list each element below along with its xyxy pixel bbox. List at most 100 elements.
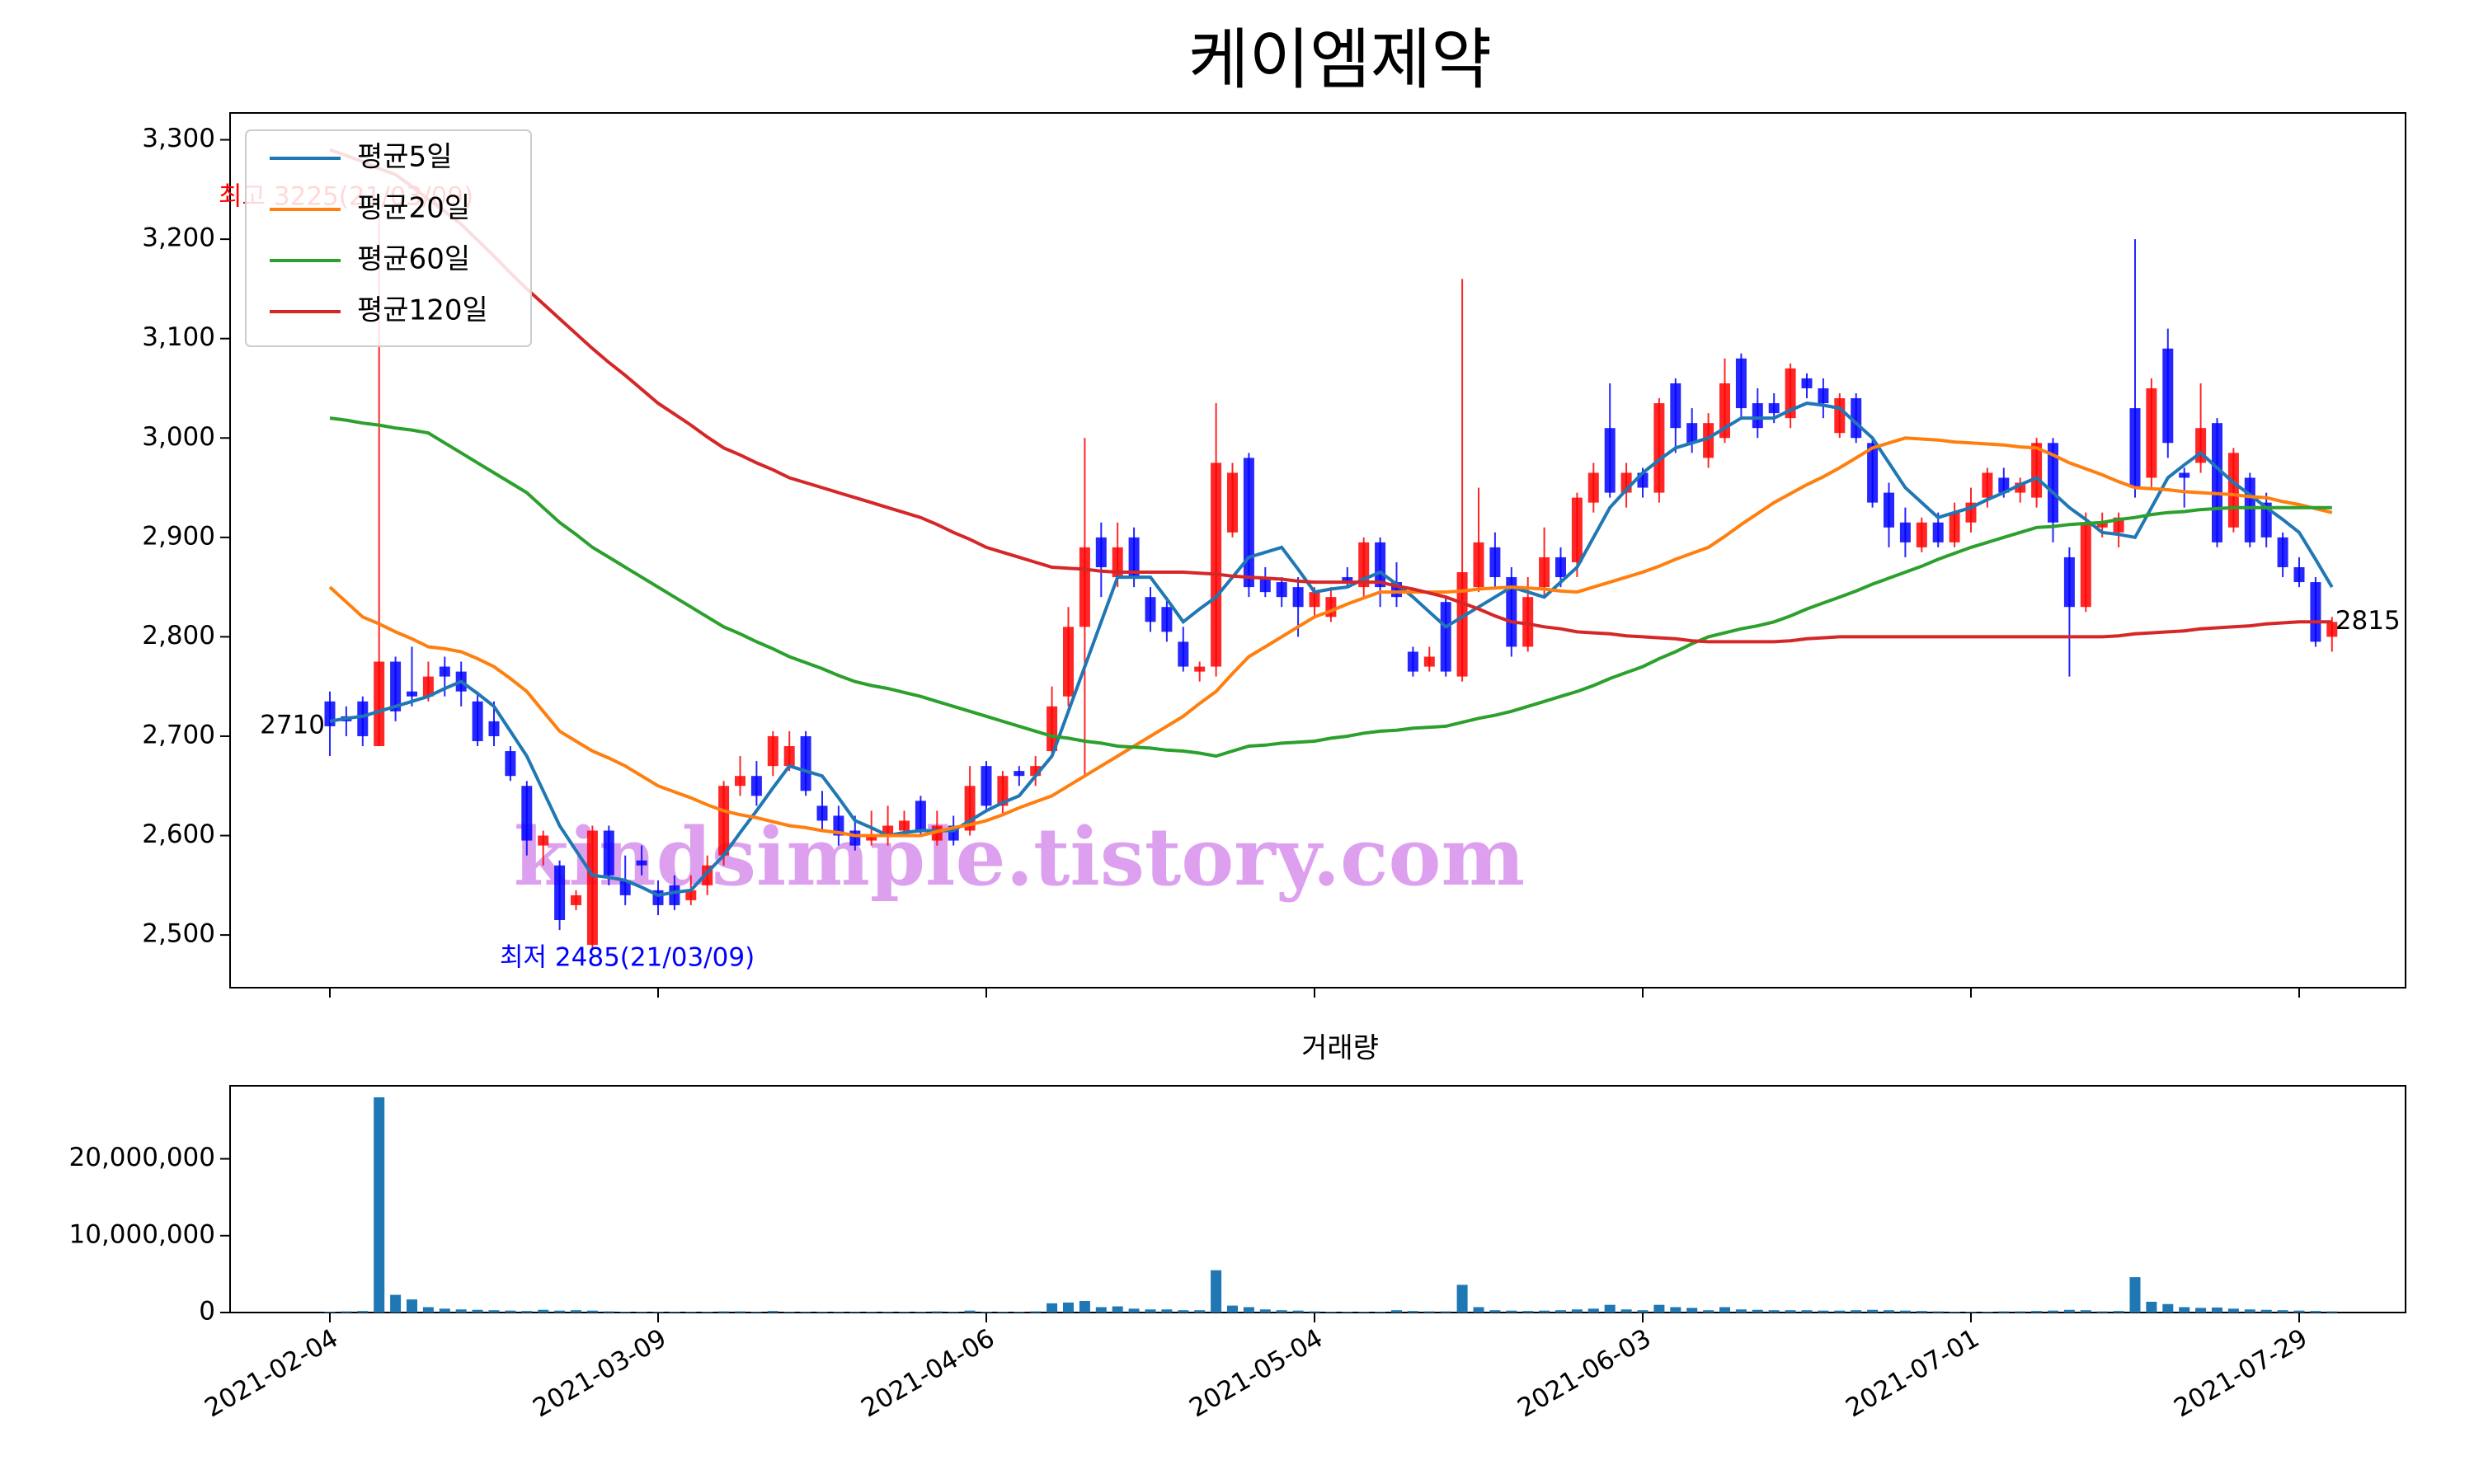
volume-bar: [1227, 1305, 1238, 1313]
candle-body: [783, 746, 795, 767]
candle-body: [1194, 666, 1206, 672]
volume-bar: [407, 1299, 417, 1313]
candle-body: [2310, 582, 2321, 642]
volume-bar: [1276, 1310, 1287, 1313]
volume-bar: [1489, 1310, 1501, 1313]
volume-bar: [1785, 1310, 1796, 1313]
candle-body: [669, 885, 680, 905]
volume-bar: [1768, 1310, 1780, 1313]
volume-bar: [488, 1310, 500, 1313]
candle-body: [1178, 641, 1189, 667]
candle-body: [685, 890, 697, 900]
volume-bar: [2031, 1311, 2043, 1313]
y-tick-label: 0: [199, 1297, 215, 1327]
legend-label: 평균120일: [357, 294, 488, 327]
candle-body: [619, 880, 631, 895]
volume-bar: [1899, 1310, 1911, 1313]
candle-body: [2244, 477, 2255, 542]
volume-bar: [783, 1312, 795, 1313]
volume-bar: [1834, 1310, 1846, 1313]
y-tick-label: 3,200: [142, 223, 215, 253]
candle-body: [1785, 368, 1796, 419]
volume-bar: [603, 1311, 614, 1313]
candle-body: [2277, 537, 2288, 567]
volume-bar: [1851, 1310, 1862, 1313]
volume-bar: [357, 1311, 369, 1313]
volume-bar: [1063, 1302, 1074, 1313]
candle-body: [439, 666, 450, 677]
volume-bar: [1539, 1310, 1550, 1313]
volume-bar: [2179, 1307, 2190, 1313]
volume-bar: [1653, 1304, 1665, 1313]
volume-bar: [1194, 1310, 1206, 1313]
volume-bar: [964, 1310, 976, 1313]
volume-bar: [374, 1097, 385, 1313]
candle-body: [1014, 771, 1025, 777]
volume-bar: [636, 1312, 647, 1313]
candle-body: [750, 776, 762, 796]
volume-bar: [2195, 1308, 2207, 1313]
volume-bar: [735, 1311, 745, 1313]
subplot-title: 거래량: [1301, 1032, 1379, 1065]
candle-body: [1851, 398, 1862, 439]
volume-bar: [1932, 1311, 1944, 1313]
volume-bar: [1604, 1304, 1616, 1313]
candle-body: [1292, 587, 1304, 608]
candle-body: [2179, 472, 2190, 478]
volume-bar: [1178, 1310, 1189, 1313]
candle-body: [2212, 423, 2222, 542]
volume-bar: [1047, 1303, 1058, 1313]
volume-bar: [1506, 1310, 1517, 1313]
candle-body: [2129, 408, 2141, 488]
ma-line: [328, 436, 2333, 838]
watermark: kindsimple.tistory.com: [514, 810, 1525, 904]
volume-bar: [1686, 1308, 1698, 1313]
candle-body: [1604, 428, 1616, 493]
candle-body: [866, 835, 877, 841]
y-tick-label: 3,300: [142, 124, 215, 153]
y-tick-label: 2,800: [142, 621, 215, 650]
candle-body: [1522, 597, 1534, 647]
volume-bar: [948, 1312, 959, 1313]
candle-body: [603, 830, 614, 876]
volume-bar: [1867, 1309, 1879, 1313]
volume-bar: [521, 1311, 533, 1313]
volume-bar: [1440, 1311, 1451, 1313]
y-tick-label: 20,000,000: [69, 1143, 216, 1172]
volume-bar: [1358, 1312, 1370, 1313]
volume-bar: [1949, 1312, 1960, 1313]
candle-body: [357, 701, 369, 736]
candle-body: [390, 661, 402, 711]
volume-bar: [2080, 1310, 2091, 1313]
volume-bar: [1145, 1309, 1156, 1313]
candle-body: [2162, 348, 2174, 444]
volume-bar: [2015, 1311, 2026, 1313]
volume-bar: [472, 1309, 483, 1313]
legend-label: 평균60일: [357, 243, 470, 276]
volume-bar: [2146, 1301, 2157, 1313]
candle-body: [1407, 651, 1418, 672]
volume-bar: [652, 1312, 664, 1313]
volume-bar: [1030, 1311, 1042, 1313]
volume-bar: [586, 1310, 598, 1313]
candle-body: [1112, 547, 1123, 578]
candle-body: [1539, 556, 1550, 588]
legend-box: [245, 129, 532, 347]
volume-bar: [2277, 1310, 2288, 1313]
candle-body: [505, 751, 516, 777]
volume-bar: [997, 1312, 1009, 1313]
candle-body: [1079, 547, 1090, 627]
y-tick-label: 2,900: [142, 521, 215, 551]
volume-bar: [2260, 1309, 2272, 1313]
candle-body: [1752, 403, 1763, 429]
candle-body: [1227, 472, 1238, 533]
candle-body: [2031, 443, 2043, 498]
candle-body: [1375, 542, 1386, 588]
volume-bar: [538, 1309, 549, 1313]
volume-bar: [455, 1309, 467, 1313]
candle-body: [554, 865, 566, 921]
candle-body: [538, 835, 549, 846]
volume-bar: [1243, 1307, 1254, 1313]
candle-body: [1571, 497, 1583, 562]
candle-body: [849, 830, 861, 846]
